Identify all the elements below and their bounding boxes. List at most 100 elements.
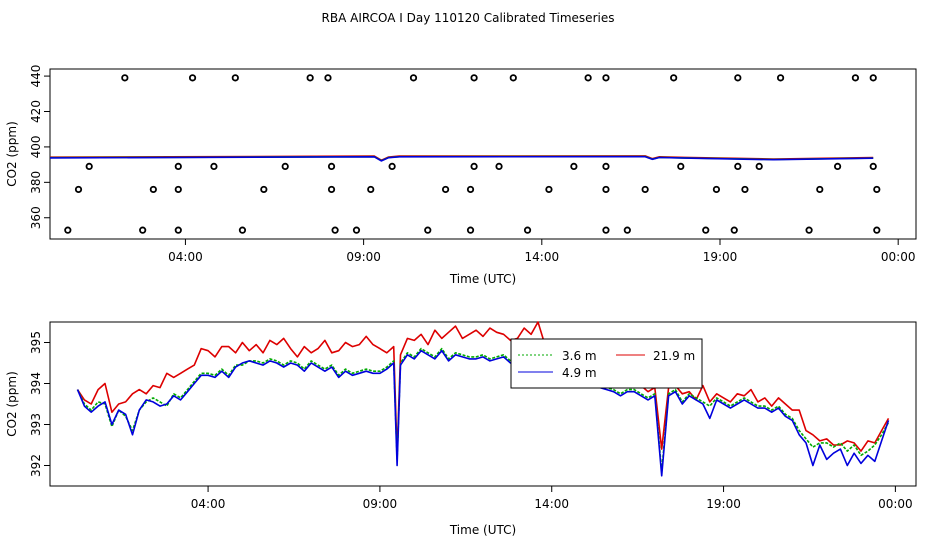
calibration-point — [210, 162, 218, 170]
bottom-panel-marks — [76, 321, 890, 477]
calibration-point — [331, 226, 339, 234]
bottom-y-axis-label: CO2 (ppm) — [5, 371, 19, 437]
calibration-point — [873, 226, 881, 234]
p2-y-tick-label: 394 — [29, 372, 43, 395]
p2-x-tick-label: 19:00 — [706, 497, 741, 511]
calibration-point — [327, 185, 336, 194]
p1-y-tick-label: 440 — [29, 65, 43, 88]
legend-label-3.6m: 3.6 m — [562, 349, 597, 363]
top-panel: 04:00 09:00 14:00 19:00 00:00 360 380 400 420 440… — [5, 65, 917, 286]
chart-title: RBA AIRCOA I Day 110120 Calibrated Times… — [322, 11, 615, 25]
calibration-point — [409, 74, 418, 82]
calibration-point — [734, 74, 742, 82]
calibration-point — [424, 226, 432, 234]
calibration-point — [851, 74, 860, 82]
series-line-21.9m — [76, 321, 890, 455]
calibration-point — [869, 162, 877, 170]
calibration-point — [677, 162, 685, 170]
calibration-point — [188, 74, 197, 82]
p1-x-tick-label: 04:00 — [168, 250, 203, 264]
calibration-point — [869, 74, 877, 82]
top-panel-marks — [49, 74, 881, 234]
calibration-point — [602, 74, 610, 82]
p1-x-tick-label: 14:00 — [525, 250, 560, 264]
calibration-point — [470, 74, 478, 82]
calibration-point — [260, 185, 268, 194]
calibration-point — [174, 226, 182, 234]
calibration-point — [602, 185, 610, 194]
top-plot-frame — [49, 68, 917, 240]
calibration-point — [466, 185, 475, 194]
legend: 3.6 m 21.9 m 4.9 m — [510, 338, 703, 389]
calibration-point — [545, 185, 553, 194]
p1-y-tick-label: 400 — [29, 135, 43, 158]
calibration-point — [741, 185, 749, 194]
calibration-point — [833, 162, 842, 170]
calibration-point — [702, 226, 710, 234]
calibration-point — [174, 185, 182, 194]
p2-x-tick-label: 14:00 — [534, 497, 569, 511]
calibration-point — [730, 226, 738, 234]
calibration-point — [121, 74, 129, 82]
calibration-point — [238, 226, 247, 234]
p1-x-tick-label: 09:00 — [346, 250, 381, 264]
p1-y-tick-label: 360 — [29, 206, 43, 229]
p1-y-tick-label: 380 — [29, 171, 43, 194]
calibration-point — [523, 226, 532, 234]
p2-x-tick-label: 09:00 — [363, 497, 398, 511]
calibration-point — [85, 162, 93, 170]
calibration-point — [388, 162, 396, 170]
calibration-point — [139, 226, 147, 234]
calibration-point — [509, 74, 517, 82]
p2-x-tick-label: 04:00 — [191, 497, 226, 511]
calibration-point — [174, 162, 182, 170]
bottom-x-axis-label: Time (UTC) — [449, 523, 516, 537]
top-x-axis-label: Time (UTC) — [449, 272, 516, 286]
series-line-4.9m — [49, 155, 874, 162]
legend-label-4.9m: 4.9 m — [562, 366, 597, 380]
p2-y-tick-label: 393 — [29, 413, 43, 436]
bottom-panel-ticks: 04:00 09:00 14:00 19:00 00:00 392 393 394 395 — [29, 331, 913, 511]
calibration-point — [602, 226, 610, 234]
top-panel-ticks: 04:00 09:00 14:00 19:00 00:00 360 380 400 420 440 — [29, 65, 915, 264]
calibration-point — [441, 185, 450, 194]
calibration-point — [584, 74, 592, 82]
calibration-point — [64, 226, 72, 234]
calibration-point — [495, 162, 503, 170]
calibration-point — [755, 162, 763, 170]
calibration-point — [670, 74, 678, 82]
calibration-point — [306, 74, 314, 82]
calibration-point — [873, 185, 881, 194]
series-line-4.9m — [76, 349, 890, 477]
calibration-point — [776, 74, 785, 82]
calibration-point — [641, 185, 649, 194]
calibration-point — [367, 185, 375, 194]
calibration-point — [149, 185, 157, 194]
calibration-point — [466, 226, 475, 234]
bottom-panel: 04:00 09:00 14:00 19:00 00:00 392 393 394 395 Ti… — [5, 321, 917, 537]
calibration-point — [623, 226, 631, 234]
calibration-point — [324, 74, 332, 82]
calibration-point — [734, 162, 742, 170]
calibration-point — [231, 74, 239, 82]
calibration-point — [712, 185, 721, 194]
p1-x-tick-label: 00:00 — [881, 250, 916, 264]
legend-box — [510, 338, 703, 389]
legend-label-21.9m: 21.9 m — [653, 349, 695, 363]
top-y-axis-label: CO2 (ppm) — [5, 121, 19, 187]
p2-x-tick-label: 00:00 — [878, 497, 913, 511]
p1-x-tick-label: 19:00 — [703, 250, 738, 264]
calibration-point — [805, 226, 813, 234]
p2-y-tick-label: 392 — [29, 454, 43, 477]
calibration-point — [74, 185, 83, 194]
calibration-point — [281, 162, 289, 170]
p2-y-tick-label: 395 — [29, 331, 43, 354]
calibration-point — [570, 162, 578, 170]
calibration-point — [816, 185, 824, 194]
calibration-point — [327, 162, 336, 170]
bottom-plot-frame — [49, 321, 917, 487]
series-line-3.6m — [76, 347, 890, 473]
calibration-point — [470, 162, 478, 170]
calibration-point — [352, 226, 361, 234]
